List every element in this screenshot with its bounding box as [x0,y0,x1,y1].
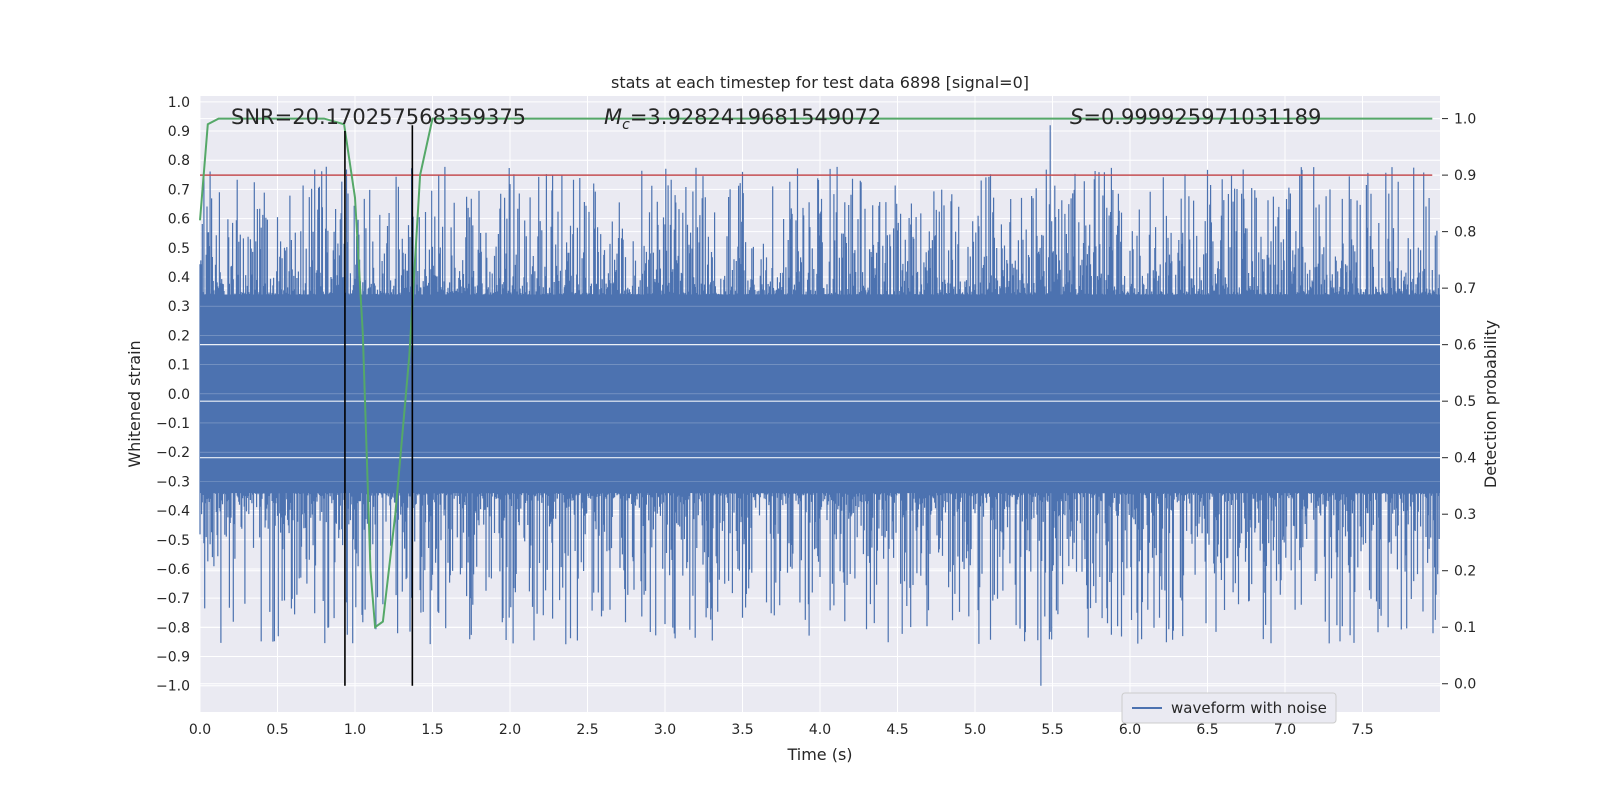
y2-tick-label: 0.1 [1454,620,1476,636]
x-tick-label: 2.5 [576,722,598,738]
x-tick-label: 1.5 [421,722,443,738]
x-axis-ticks: 0.0 0.5 1.0 1.5 2.0 2.5 3.0 3.5 4.0 4.5 5.0 5.5 6.0 6… [189,722,1374,738]
x-tick-label: 2.0 [499,722,521,738]
detection-probability-line [199,117,1433,630]
x-tick-label: 0.0 [189,722,211,738]
y-tick-label: −0.9 [156,650,190,666]
x-tick-label: 3.5 [731,722,753,738]
y2-axis-label: Detection probability [1481,320,1500,488]
y-tick-label: 0.1 [168,358,190,374]
y-tick-label: 1.0 [168,95,190,111]
y2-tick-label: 0.9 [1454,168,1476,184]
y-tick-label: 0.5 [168,241,190,257]
y-tick-label: −0.1 [156,416,190,432]
vertical-markers [344,125,414,686]
x-tick-label: 7.0 [1274,722,1296,738]
chart-title: stats at each timestep for test data 689… [611,73,1029,92]
y2-tick-label: 0.6 [1454,338,1476,354]
y-tick-label: −0.7 [156,591,190,607]
y2-tick-label: 0.3 [1454,507,1476,523]
s-annotation: S=0.999925971031189 [1070,105,1321,129]
y-tick-label: 0.3 [168,299,190,315]
y-tick-label: 0.0 [168,387,190,403]
x-tick-label: 4.0 [809,722,831,738]
legend-box [1121,692,1337,724]
y-tick-label: 0.4 [168,270,190,286]
legend-label: waveform with noise [1171,699,1327,717]
y2-axis-ticks: 1.0 0.9 0.8 0.7 0.6 0.5 0.4 0.3 0.2 0.1 0.0 [1442,112,1476,693]
x-tick-label: 7.5 [1351,722,1373,738]
legend: waveform with noise [1121,692,1337,724]
y2-tick-label: 0.8 [1454,225,1476,241]
y-tick-label: 0.7 [168,182,190,198]
y2-tick-label: 0.7 [1454,281,1476,297]
y2-tick-label: 0.0 [1454,677,1476,693]
mc-annotation: Mc=3.9282419681549072 [604,105,881,133]
y-axis-ticks: 1.0 0.9 0.8 0.7 0.6 0.5 0.4 0.3 0.2 0.1 0.0 −0.1 −0.… [156,95,190,695]
y-tick-label: −0.8 [156,620,190,636]
y2-tick-label: 0.2 [1454,564,1476,580]
x-tick-label: 6.5 [1196,722,1218,738]
x-tick-label: 1.0 [344,722,366,738]
x-tick-label: 4.5 [886,722,908,738]
y2-tick-label: 1.0 [1454,112,1476,128]
y2-tick-label: 0.5 [1454,394,1476,410]
y-tick-label: 0.8 [168,153,190,169]
y-axis-label: Whitened strain [125,340,144,467]
y-tick-label: 0.2 [168,328,190,344]
y-tick-label: −0.5 [156,533,190,549]
x-tick-label: 6.0 [1119,722,1141,738]
x-tick-label: 0.5 [266,722,288,738]
y-tick-label: −0.4 [156,504,190,520]
y-tick-label: 0.9 [168,124,190,140]
waveform-trace [199,125,1440,686]
y-tick-label: 0.6 [168,212,190,228]
y-tick-label: −0.6 [156,562,190,578]
x-axis-label: Time (s) [786,745,852,764]
snr-annotation: SNR=20.170257568359375 [231,105,526,129]
y-tick-label: −0.3 [156,474,190,490]
x-tick-label: 5.5 [1041,722,1063,738]
x-tick-label: 3.0 [654,722,676,738]
y-tick-label: −1.0 [156,679,190,695]
y-tick-label: −0.2 [156,445,190,461]
y2-tick-label: 0.4 [1454,451,1476,467]
x-tick-label: 5.0 [964,722,986,738]
